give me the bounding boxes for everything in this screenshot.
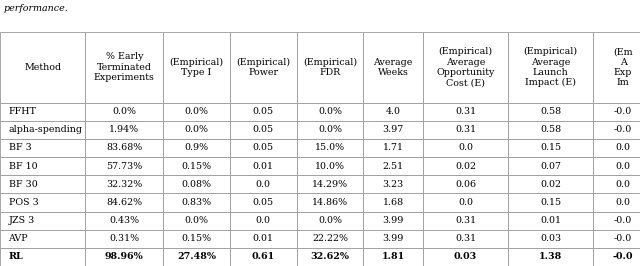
Text: performance.: performance. [3, 4, 68, 13]
